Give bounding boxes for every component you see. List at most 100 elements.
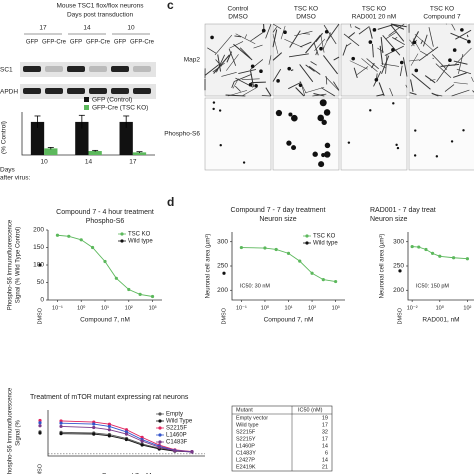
stained-cell bbox=[369, 109, 372, 112]
neurite bbox=[424, 75, 436, 84]
lane-label: GFP bbox=[70, 40, 82, 46]
neurite bbox=[272, 33, 279, 54]
stained-cell bbox=[324, 151, 331, 158]
x-tick-label: 17 bbox=[129, 159, 137, 166]
stained-cell bbox=[396, 146, 400, 150]
legend-label: Wild type bbox=[313, 241, 338, 247]
neurite bbox=[452, 72, 467, 78]
lane-label: GFP bbox=[114, 40, 126, 46]
neurite bbox=[369, 27, 373, 39]
neurite bbox=[324, 76, 340, 91]
panel-label: d bbox=[167, 195, 174, 209]
neurite bbox=[305, 64, 315, 72]
y-tick-label: 300 bbox=[217, 238, 228, 245]
neurite bbox=[411, 73, 431, 90]
data-point bbox=[107, 434, 111, 438]
neurite bbox=[333, 56, 340, 61]
neurite bbox=[380, 65, 387, 69]
data-point bbox=[451, 256, 456, 260]
x-axis-label: after virus: bbox=[0, 175, 31, 182]
neurite bbox=[402, 57, 408, 77]
neurite bbox=[346, 42, 352, 47]
x-tick-label: 10⁻¹ bbox=[52, 305, 63, 311]
bar bbox=[119, 121, 133, 155]
neurite bbox=[431, 54, 448, 70]
blot-band bbox=[45, 88, 63, 94]
data-point bbox=[150, 294, 155, 299]
stained-cell bbox=[435, 155, 439, 158]
neurite bbox=[436, 63, 450, 82]
neurite bbox=[326, 23, 340, 42]
neurite bbox=[385, 54, 388, 74]
neurite bbox=[272, 26, 277, 33]
data-point bbox=[298, 259, 302, 263]
stained-cell bbox=[321, 152, 326, 158]
neurite bbox=[231, 81, 235, 89]
data-point bbox=[157, 445, 161, 449]
neurite bbox=[450, 32, 468, 41]
neurite bbox=[217, 54, 222, 72]
stained-cell bbox=[324, 142, 331, 149]
neurite bbox=[428, 27, 434, 47]
panel-label: c bbox=[167, 0, 174, 12]
blot-band bbox=[67, 88, 85, 94]
neurite bbox=[221, 72, 237, 77]
neurite bbox=[207, 47, 217, 54]
data-point bbox=[286, 251, 291, 255]
data-point bbox=[424, 247, 428, 252]
soma bbox=[399, 60, 404, 65]
neurite bbox=[310, 61, 317, 66]
stained-cell bbox=[286, 140, 292, 146]
neurite bbox=[453, 47, 472, 66]
neurite bbox=[299, 80, 307, 94]
lane-label: GFP-Cre bbox=[86, 40, 111, 46]
data-point bbox=[321, 278, 325, 282]
bar bbox=[30, 121, 45, 155]
neurite bbox=[308, 65, 321, 75]
neurite bbox=[453, 60, 468, 65]
soma bbox=[324, 29, 329, 34]
soma bbox=[287, 66, 292, 71]
lane-label: GFP-Cre bbox=[42, 40, 67, 46]
x-axis-label: Compound 7, nM bbox=[102, 473, 152, 474]
stained-cell bbox=[318, 161, 325, 168]
x-axis-label: RAD001, nM bbox=[422, 317, 459, 324]
y-axis-label: Phospho-S6 Immunofluorescence bbox=[8, 387, 14, 474]
neurite bbox=[389, 88, 394, 97]
x-axis-label: Compound 7, nM bbox=[80, 317, 130, 324]
neurite bbox=[234, 85, 241, 92]
neurite bbox=[272, 52, 283, 61]
neurite bbox=[241, 86, 258, 97]
stained-cell bbox=[414, 129, 417, 132]
neurite bbox=[353, 67, 358, 79]
chart-title: Compound 7 - 4 hour treatment bbox=[56, 209, 154, 216]
x-tick-label: 10³ bbox=[332, 305, 340, 311]
neurite bbox=[412, 38, 421, 51]
data-point bbox=[190, 450, 194, 454]
control-point bbox=[222, 271, 226, 275]
soma bbox=[210, 35, 214, 40]
neurite bbox=[388, 23, 405, 36]
neurite bbox=[419, 50, 428, 56]
neurite bbox=[471, 76, 474, 82]
stained-cell bbox=[317, 114, 325, 122]
soma bbox=[368, 40, 373, 44]
neurite bbox=[377, 24, 394, 30]
neurite bbox=[435, 63, 452, 79]
micrograph bbox=[204, 97, 272, 171]
axis bbox=[231, 232, 345, 301]
neurite bbox=[385, 31, 397, 39]
neurite bbox=[451, 23, 456, 31]
y-tick-label: 300 bbox=[393, 238, 404, 245]
neurite bbox=[349, 60, 368, 70]
table-cell: 14 bbox=[322, 457, 328, 463]
neurite bbox=[290, 69, 294, 72]
neurite bbox=[295, 87, 305, 97]
neurite bbox=[272, 29, 278, 48]
neurite bbox=[453, 82, 468, 85]
neurite bbox=[233, 43, 253, 61]
x-tick-label: 10³ bbox=[149, 305, 157, 311]
y-tick-label: 50 bbox=[37, 279, 45, 286]
